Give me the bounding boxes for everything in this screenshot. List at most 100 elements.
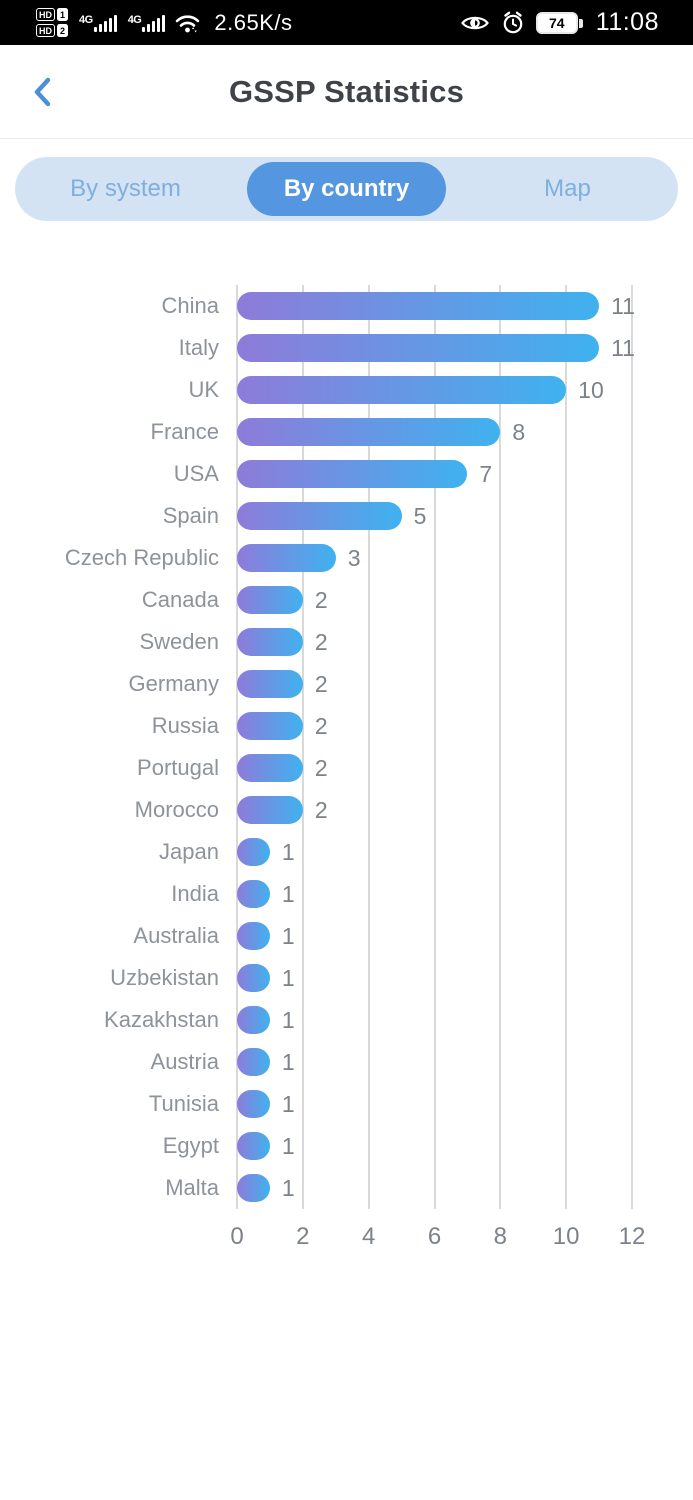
bar[interactable] [237,1090,270,1118]
chart-row: Russia 2 [0,705,693,747]
chart-row: France 8 [0,411,693,453]
sim2-number: 2 [57,24,68,37]
eye-comfort-icon [460,13,490,33]
axis-tick-label: 2 [296,1223,310,1250]
value-label: 2 [314,671,328,697]
chart-row: Sweden 2 [0,621,693,663]
bar-track: 1 [237,1048,632,1076]
bar[interactable] [237,838,270,866]
bar-track: 1 [237,1174,632,1202]
value-label: 7 [479,461,493,487]
tab-map[interactable]: Map [457,157,678,221]
bar[interactable] [237,502,402,530]
category-label: Egypt [162,1133,219,1158]
hd-icon: HD [36,24,55,37]
bar-track: 1 [237,880,632,908]
bar[interactable] [237,1132,270,1160]
bar-track: 2 [237,754,632,782]
bar[interactable] [237,796,303,824]
category-label: Spain [162,503,219,528]
bar[interactable] [237,1174,270,1202]
value-label: 2 [314,755,328,781]
category-label: Italy [178,335,219,360]
value-label: 2 [314,713,328,739]
value-label: 8 [512,419,526,445]
value-label: 5 [413,503,427,529]
bar-track: 8 [237,418,632,446]
hd-icon: HD [36,8,55,21]
bar-track: 1 [237,1006,632,1034]
bar[interactable] [237,544,336,572]
chart-row: Uzbekistan 1 [0,957,693,999]
category-label: France [150,419,219,444]
tab-label: By country [247,162,446,216]
gridline [433,285,436,1209]
chart-row: Kazakhstan 1 [0,999,693,1041]
bar[interactable] [237,964,270,992]
dual-sim-hd-icon: HD 1 HD 2 [36,8,68,37]
bar-track: 1 [237,838,632,866]
gridline [499,285,502,1209]
bar[interactable] [237,292,600,320]
bar[interactable] [237,418,501,446]
bar[interactable] [237,628,303,656]
bar[interactable] [237,586,303,614]
bar[interactable] [237,376,567,404]
bar[interactable] [237,712,303,740]
chart-row: Canada 2 [0,579,693,621]
bar[interactable] [237,1006,270,1034]
bar[interactable] [237,754,303,782]
alarm-icon [500,10,526,36]
bar[interactable] [237,460,468,488]
category-label: Canada [141,587,219,612]
category-label: Russia [151,713,219,738]
chart-row: India 1 [0,873,693,915]
chart-row: Germany 2 [0,663,693,705]
axis-tick-label: 0 [230,1223,244,1250]
chart-row: Spain 5 [0,495,693,537]
value-label: 1 [281,1091,295,1117]
category-label: India [171,881,219,906]
value-label: 3 [347,545,361,571]
bar-track: 2 [237,670,632,698]
category-label: Sweden [139,629,219,654]
battery-percent: 74 [548,14,565,31]
value-label: 11 [611,293,635,319]
chart-row: Czech Republic 3 [0,537,693,579]
bar[interactable] [237,670,303,698]
gridline [236,285,238,1209]
wifi-icon [174,12,201,34]
bar[interactable] [237,880,270,908]
bar-track: 2 [237,796,632,824]
value-label: 1 [281,965,295,991]
category-label: Japan [159,839,219,864]
tab-label: By system [70,175,181,202]
bar-track: 1 [237,1132,632,1160]
chart-gridlines [236,285,633,1209]
tab-by-country[interactable]: By country [236,157,457,221]
category-label: Czech Republic [64,545,219,570]
gridline [565,285,568,1209]
bar-track: 11 [237,334,635,362]
x-axis: 0 2 4 6 8 10 12 [230,1209,645,1259]
chart-row: Tunisia 1 [0,1083,693,1125]
category-label: China [161,293,219,318]
tab-label: Map [544,175,591,202]
gridline [367,285,370,1209]
gridline [631,285,633,1209]
bar[interactable] [237,922,270,950]
bar-track: 1 [237,1090,632,1118]
tab-bar: By system By country Map [15,157,678,221]
bar[interactable] [237,334,600,362]
tab-by-system[interactable]: By system [15,157,236,221]
value-label: 1 [281,881,295,907]
bar[interactable] [237,1048,270,1076]
chart-row: USA 7 [0,453,693,495]
chart-row: Portugal 2 [0,747,693,789]
bar-track: 2 [237,712,632,740]
app-header: GSSP Statistics [0,45,693,139]
value-label: 11 [611,335,635,361]
chart-row: Malta 1 [0,1167,693,1209]
chevron-left-icon [32,76,54,108]
back-button[interactable] [28,75,58,109]
